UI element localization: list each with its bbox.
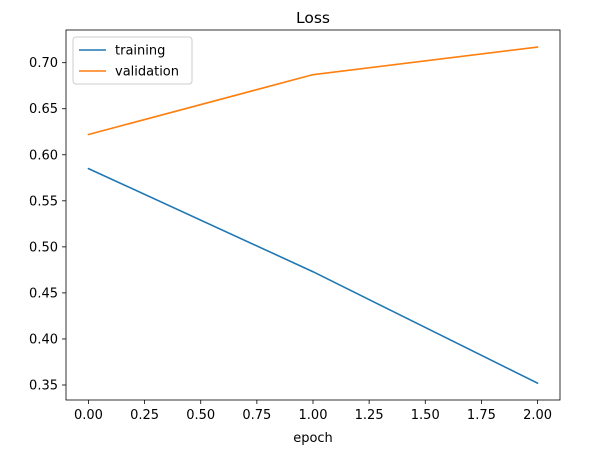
- y-tick-label: 0.50: [29, 240, 58, 255]
- x-axis-title: epoch: [293, 431, 333, 446]
- x-axis-ticks: 0.00 0.25 0.50 0.75 1.00 1.25 1.50 1.75 2.00: [74, 400, 552, 423]
- y-tick-label: 0.60: [29, 148, 58, 163]
- y-tick-label: 0.70: [29, 56, 58, 71]
- x-tick-label: 1.00: [299, 408, 328, 423]
- data-point-validation: [87, 133, 90, 136]
- y-axis-ticks: 0.35 0.40 0.45 0.50 0.55 0.60 0.65 0.70: [29, 56, 66, 393]
- x-tick-label: 0.00: [74, 408, 103, 423]
- y-tick-label: 0.45: [29, 286, 58, 301]
- legend-box: [72, 36, 193, 85]
- x-tick-label: 1.25: [355, 408, 384, 423]
- legend-label-training: training: [115, 44, 165, 59]
- y-tick-label: 0.55: [29, 194, 58, 209]
- y-tick-label: 0.65: [29, 102, 58, 117]
- data-point-training: [87, 167, 90, 170]
- x-tick-label: 1.75: [467, 408, 496, 423]
- plot-area-frame: [65, 29, 561, 401]
- chart-title: Loss: [296, 9, 330, 27]
- legend-label-validation: validation: [115, 65, 179, 80]
- x-tick-label: 0.25: [130, 408, 159, 423]
- x-tick-label: 2.00: [523, 408, 552, 423]
- x-tick-label: 1.50: [411, 408, 440, 423]
- data-point-validation: [536, 46, 539, 48]
- x-tick-label: 0.75: [242, 408, 271, 423]
- y-tick-label: 0.40: [29, 332, 58, 347]
- y-tick-label: 0.35: [29, 378, 58, 393]
- x-tick-label: 0.50: [186, 408, 215, 423]
- series-layer: [87, 46, 539, 384]
- legend: training validation: [72, 36, 193, 85]
- data-point-validation: [312, 73, 314, 76]
- data-point-training: [536, 382, 539, 384]
- data-point-training: [312, 270, 314, 273]
